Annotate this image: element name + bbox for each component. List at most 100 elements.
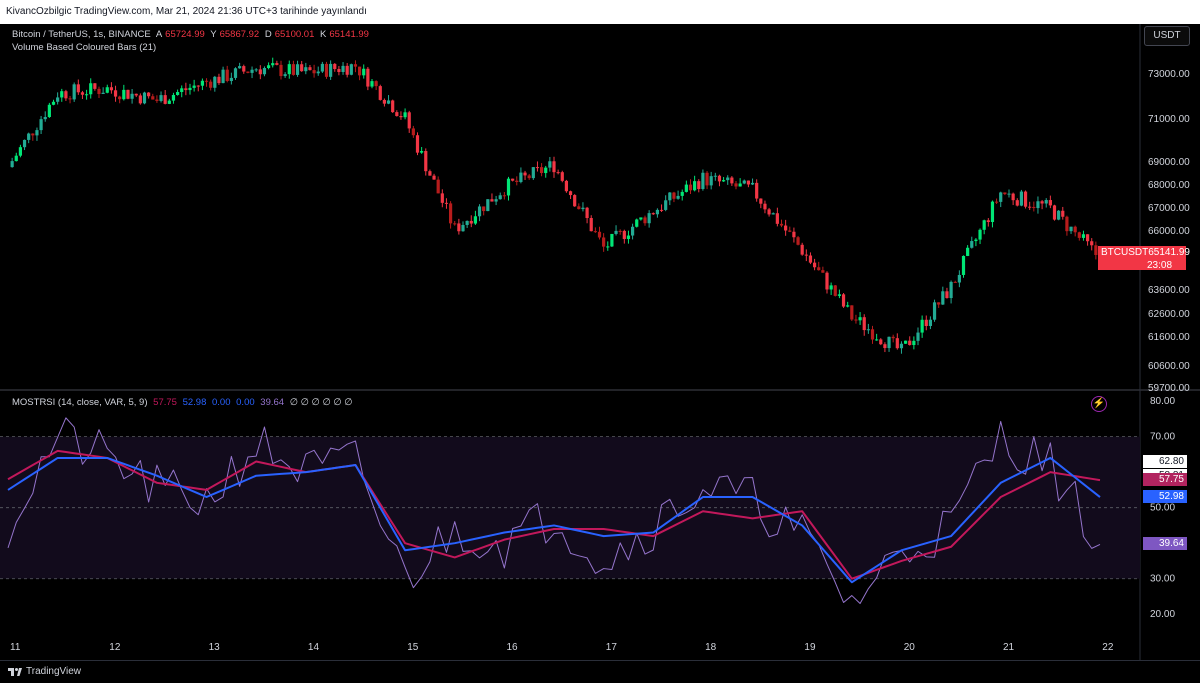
candle-body [22, 139, 27, 148]
rsi-v4: 0.00 [236, 397, 255, 408]
rsi-value-tag: 62.80 [1143, 455, 1187, 469]
candle-body [792, 231, 796, 238]
candle-body [403, 112, 407, 118]
time-axis-label: 21 [1003, 642, 1015, 653]
candle-body [242, 66, 246, 72]
candle-body [138, 95, 142, 104]
main-legend[interactable]: Bitcoin / TetherUS, 1s, BINANCE A 65724.9… [12, 29, 372, 40]
indicator-label[interactable]: Volume Based Coloured Bars (21) [12, 42, 157, 53]
candle-body [750, 182, 755, 185]
candle-body [1023, 191, 1028, 207]
candle-body [386, 100, 391, 104]
candle-body [999, 192, 1003, 202]
candle-body [817, 267, 821, 271]
candle-body [209, 81, 213, 88]
candle-body [829, 285, 833, 290]
time-axis-label: 12 [109, 642, 121, 653]
candle-body [614, 230, 618, 234]
candle-body [746, 180, 751, 185]
candle-body [130, 93, 134, 99]
candle-body [941, 291, 945, 305]
most-line [7, 449, 1101, 580]
candle-body [482, 206, 486, 212]
candle-body [858, 317, 862, 321]
candle-body [43, 117, 47, 120]
price-tag-countdown: 23:08 [1147, 260, 1173, 271]
symbol-label[interactable]: Bitcoin / TetherUS, 1s, BINANCE [12, 29, 151, 40]
rsi-axis-label: 80.00 [1150, 396, 1175, 407]
candle-body [27, 133, 31, 140]
candle-body [585, 207, 589, 219]
candle-body [734, 183, 738, 187]
candle-body [1085, 234, 1090, 242]
candle-body [833, 285, 837, 296]
candle-body [643, 217, 647, 224]
candle-body [122, 89, 126, 100]
currency-button[interactable]: USDT [1144, 26, 1190, 46]
candle-body [928, 319, 933, 326]
candle-body [271, 63, 275, 66]
footer: TradingView [0, 660, 1200, 683]
candle-body [1081, 234, 1086, 238]
low-value: 65100.01 [274, 29, 315, 40]
chart-svg[interactable]: 73000.00 71000.00 69000.00 68000.00 67000.00… [0, 24, 1200, 660]
candle-body [126, 89, 130, 99]
candle-body [539, 167, 544, 174]
rsi-value-tag: 39.64 [1143, 537, 1187, 551]
price-axis-label: 66000.00 [1148, 226, 1190, 237]
candle-body [887, 336, 891, 349]
time-axis-label: 11 [10, 642, 21, 653]
candle-body [957, 274, 961, 283]
candle-body [602, 237, 606, 247]
candle-body [808, 255, 813, 263]
candle-body [610, 233, 614, 247]
candle-body [854, 319, 858, 321]
time-axis-label: 13 [209, 642, 221, 653]
candle-body [204, 80, 209, 82]
candle-body [701, 172, 705, 189]
candle-body [97, 88, 101, 94]
rsi-name[interactable]: MOSTRSI (14, close, VAR, 5, 9) [12, 397, 148, 408]
candle-body [391, 100, 395, 113]
candle-body [825, 272, 829, 290]
candle-body [420, 151, 424, 153]
chart-area[interactable]: 73000.00 71000.00 69000.00 68000.00 67000.00… [0, 24, 1200, 660]
candle-body [800, 244, 804, 255]
candle-body [697, 181, 701, 189]
candle-body [76, 84, 80, 93]
main-pane[interactable] [0, 24, 1140, 390]
candle-body [1069, 226, 1073, 232]
candle-body [953, 281, 957, 283]
price-axis-label: 63600.00 [1148, 285, 1190, 296]
candle-body [821, 270, 825, 273]
price-axis-label: 59700.00 [1148, 383, 1190, 394]
candle-body [457, 223, 461, 232]
candle-body [573, 195, 577, 207]
candle-body [1073, 226, 1077, 233]
candle-body [370, 81, 374, 87]
candle-body [879, 339, 883, 345]
candle-body [630, 226, 635, 236]
indicator-legend[interactable]: Volume Based Coloured Bars (21) [12, 42, 159, 53]
candle-body [788, 230, 792, 232]
candle-body [564, 180, 569, 192]
lightning-icon[interactable]: ⚡ [1091, 396, 1107, 412]
rsi-legend[interactable]: MOSTRSI (14, close, VAR, 5, 9) 57.75 52.… [12, 397, 356, 408]
candle-body [593, 231, 597, 233]
candle-body [527, 175, 531, 179]
candle-body [68, 98, 72, 100]
price-axis: 73000.00 71000.00 69000.00 68000.00 67000.00… [1148, 69, 1190, 394]
time-axis-label: 18 [705, 642, 717, 653]
candle-body [118, 96, 122, 100]
candle-body [312, 70, 316, 74]
candle-body [920, 319, 924, 333]
candle-body [949, 281, 953, 299]
candle-body [494, 199, 498, 202]
candle-body [415, 135, 420, 153]
rsi-axis-label: 30.00 [1150, 574, 1175, 585]
candle-body [568, 191, 573, 196]
candle-body [717, 175, 722, 182]
candle-body [477, 206, 482, 217]
candle-body [349, 64, 353, 75]
candle-body [366, 68, 370, 87]
